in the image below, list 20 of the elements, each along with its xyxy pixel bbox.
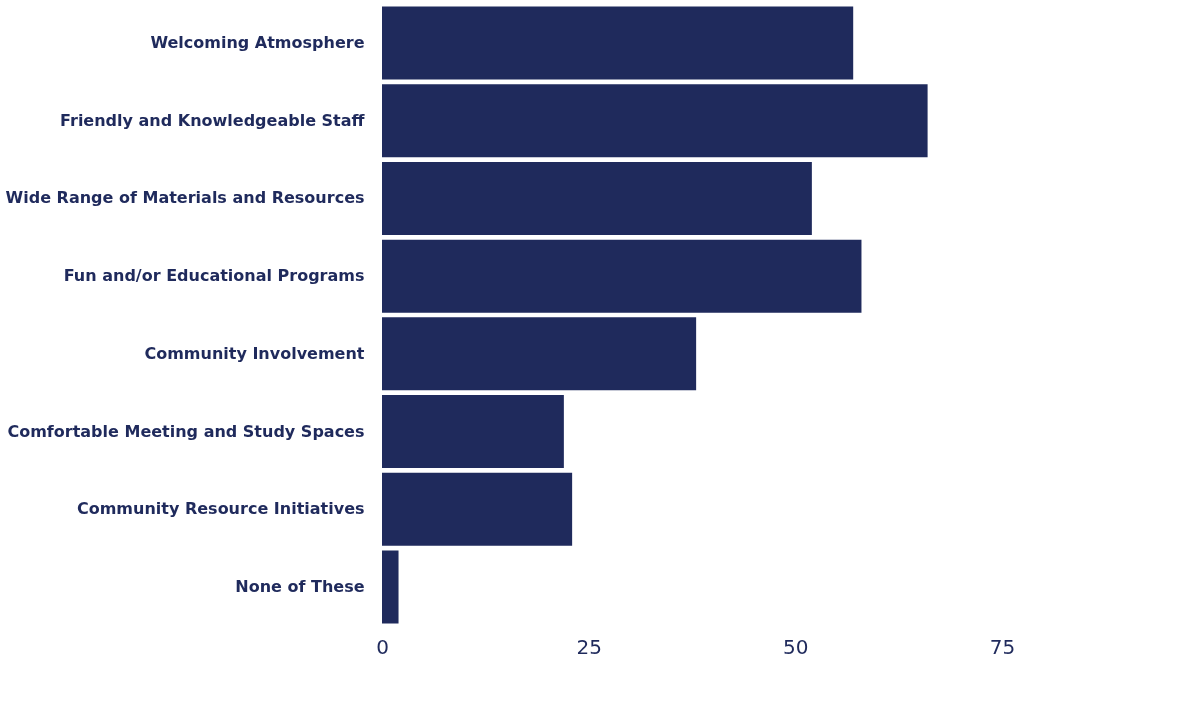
y-tick-label: Comfortable Meeting and Study Spaces	[7, 421, 365, 441]
bar	[382, 6, 854, 80]
x-tick-label: 50	[783, 634, 809, 659]
y-tick-label: Friendly and Knowledgeable Staff	[60, 110, 366, 130]
y-tick-label: Welcoming Atmosphere	[150, 33, 365, 53]
bar	[382, 239, 862, 313]
bar	[382, 84, 928, 158]
x-tick-label: 25	[576, 634, 602, 659]
y-tick-label: None of These	[235, 576, 365, 596]
y-tick-label: Fun and/or Educational Programs	[63, 266, 365, 286]
bar	[382, 161, 812, 235]
bar	[382, 550, 399, 624]
y-tick-label: Community Resource Initiatives	[76, 499, 365, 519]
y-tick-label: Wide Range of Materials and Resources	[5, 188, 365, 208]
y-tick-label: Community Involvement	[144, 343, 365, 363]
bar	[382, 472, 573, 546]
x-tick-label: 75	[989, 634, 1016, 659]
bar	[382, 317, 697, 391]
x-tick-label: 0	[376, 634, 389, 659]
bar	[382, 395, 564, 469]
